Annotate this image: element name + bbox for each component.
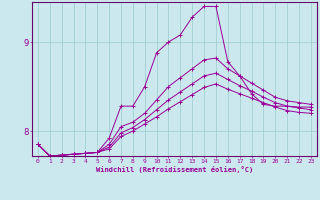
- X-axis label: Windchill (Refroidissement éolien,°C): Windchill (Refroidissement éolien,°C): [96, 166, 253, 173]
